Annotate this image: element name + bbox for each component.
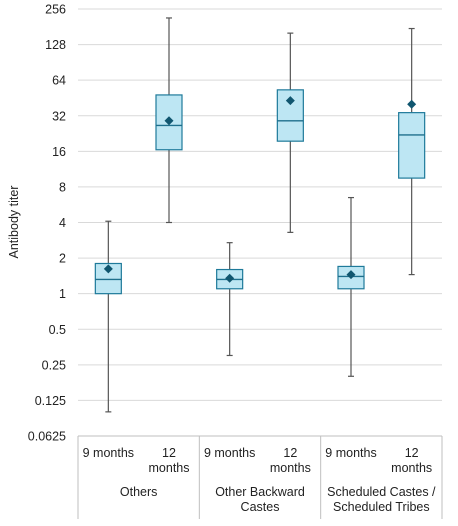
y-tick-label: 64 bbox=[52, 74, 66, 88]
group-label-line2: Castes bbox=[241, 500, 280, 514]
box-iqr bbox=[398, 112, 426, 179]
y-tick-label: 256 bbox=[45, 3, 66, 17]
box-label-line2: months bbox=[270, 461, 311, 475]
y-tick-label: 0.5 bbox=[49, 323, 66, 337]
y-tick-label: 4 bbox=[59, 216, 66, 230]
mean-marker bbox=[103, 264, 113, 274]
y-tick-label: 16 bbox=[52, 145, 66, 159]
box-label: 12 bbox=[283, 446, 297, 460]
y-tick-label: 32 bbox=[52, 109, 66, 123]
y-tick-label: 128 bbox=[45, 38, 66, 52]
box-label-line2: months bbox=[149, 461, 190, 475]
group-label: Others bbox=[120, 485, 158, 499]
box-series bbox=[94, 17, 426, 413]
box-label: 9 months bbox=[83, 446, 134, 460]
y-tick-label: 2 bbox=[59, 252, 66, 266]
box-label: 12 bbox=[405, 446, 419, 460]
y-tick-label: 1 bbox=[59, 287, 66, 301]
box-label-line2: months bbox=[391, 461, 432, 475]
y-tick-label: 0.25 bbox=[42, 358, 66, 372]
y-tick-label: 8 bbox=[59, 180, 66, 194]
y-axis-title: Antibody titer bbox=[7, 186, 21, 259]
y-tick-label: 0.0625 bbox=[28, 430, 66, 444]
mean-marker bbox=[407, 99, 417, 109]
box-label: 9 months bbox=[204, 446, 255, 460]
group-label: Other Backward bbox=[215, 485, 305, 499]
mean-marker bbox=[225, 273, 235, 283]
y-tick-label: 0.125 bbox=[35, 394, 66, 408]
box-label: 9 months bbox=[325, 446, 376, 460]
box-label: 12 bbox=[162, 446, 176, 460]
y-axis-ticks: 0.0625 0.125 0.25 0.5 1 2 4 8 16 32 64 128 256 bbox=[28, 3, 66, 444]
group-label: Scheduled Castes / bbox=[327, 485, 436, 499]
group-label-line2: Scheduled Tribes bbox=[333, 500, 430, 514]
mean-marker bbox=[285, 96, 295, 106]
gridlines bbox=[78, 8, 442, 437]
mean-marker bbox=[164, 116, 174, 126]
mean-marker bbox=[346, 270, 356, 280]
